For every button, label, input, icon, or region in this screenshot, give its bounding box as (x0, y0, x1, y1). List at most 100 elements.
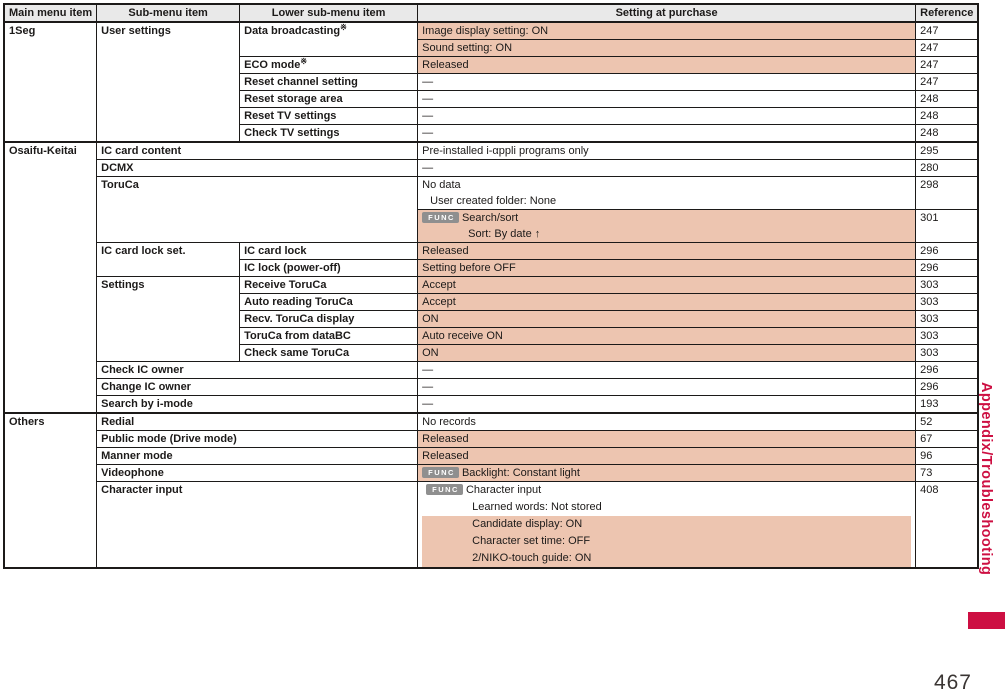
setting-cell: Released (417, 56, 917, 74)
lower-item-recv-toruca-display: Recv. ToruCa display (239, 310, 419, 328)
sub-item-manner-mode: Manner mode (96, 447, 419, 465)
reference-cell: 247 (915, 21, 979, 40)
table-row: ToruCa No data User created folder: None… (4, 176, 979, 243)
page-number: 467 (933, 671, 972, 694)
reference-cell: 303 (915, 310, 979, 328)
table-row: IC lock (power-off) Setting before OFF 2… (4, 259, 979, 277)
setting-cell: — (417, 361, 917, 379)
setting-cell: — (417, 107, 917, 125)
sub-item-user-settings: User settings (96, 21, 241, 143)
sub-item-check-ic-owner: Check IC owner (96, 361, 419, 379)
table-row: Osaifu-Keitai IC card content Pre-instal… (3, 141, 979, 414)
func-key-badge: FUNC (426, 484, 463, 495)
main-item-others: Others (3, 412, 98, 569)
header-lower-sub-menu-item: Lower sub-menu item (239, 3, 419, 23)
setting-cell: — (417, 73, 917, 91)
func-key-badge: FUNC (422, 467, 459, 478)
reference-cell: 296 (915, 378, 979, 396)
sub-item-dcmx: DCMX (96, 159, 419, 177)
reference-cell: 296 (915, 361, 979, 379)
reference-cell: 248 (915, 107, 979, 125)
table-row: ToruCa from dataBC Auto receive ON 303 (4, 327, 979, 345)
table-row: Character input FUNC Character input Lear… (4, 481, 979, 569)
table-header-row: Main menu item Sub-menu item Lower sub-m… (3, 3, 979, 23)
setting-cell: Image display setting: ON (417, 21, 917, 40)
reference-mark: ※ (340, 23, 347, 32)
setting-cell: Released (417, 242, 917, 260)
sub-item-redial: Redial (96, 412, 419, 431)
reference-cell: 296 (915, 259, 979, 277)
setting-cell: Setting before OFF (417, 259, 917, 277)
setting-line: No data (422, 179, 461, 191)
table-row: Videophone FUNC Backlight: Constant light… (4, 464, 979, 482)
sub-item-public-mode: Public mode (Drive mode) (96, 430, 419, 448)
sub-item-ic-card-content: IC card content (96, 141, 419, 160)
reference-cell: 73 (915, 464, 979, 482)
setting-cell: — (417, 124, 917, 143)
setting-cell: — (417, 378, 917, 396)
table-row: Public mode (Drive mode) Released 67 (4, 430, 979, 448)
setting-cell: FUNC Search/sort Sort: By date ↑ (417, 209, 917, 243)
table-row: Settings Receive ToruCa Accept 303 (4, 276, 979, 362)
setting-cell: No records (417, 412, 917, 431)
header-reference: Reference (915, 3, 979, 23)
main-item-osaifu-keitai: Osaifu-Keitai (3, 141, 98, 414)
sub-item-search-by-imode: Search by i-mode (96, 395, 419, 414)
table-row: Auto reading ToruCa Accept 303 (4, 293, 979, 311)
lower-item-ic-lock-power-off: IC lock (power-off) (239, 259, 419, 277)
table-row: Sound setting: ON 247 (4, 39, 979, 57)
setting-cell: Pre-installed i-αppli programs only (417, 141, 917, 160)
lower-item-reset-tv-settings: Reset TV settings (239, 107, 419, 125)
table-row: Change IC owner — 296 (4, 378, 979, 396)
sub-item-settings: Settings (96, 276, 241, 362)
reference-cell: 248 (915, 90, 979, 108)
func-key-badge: FUNC (422, 212, 459, 223)
setting-line: 2/NIKO-touch guide: ON (422, 550, 912, 567)
setting-line: FUNC Search/sort (422, 211, 911, 227)
table-row: DCMX — 280 (4, 159, 979, 177)
reference-cell: 67 (915, 430, 979, 448)
table-row: Recv. ToruCa display ON 303 (4, 310, 979, 328)
table-row: Others Redial No records 52 (3, 412, 979, 569)
setting-cell: Accept (417, 276, 917, 294)
setting-line: Learned words: Not stored (472, 501, 602, 513)
reference-mark: ※ (300, 57, 308, 67)
reference-cell: 408 (915, 481, 979, 569)
lower-item-reset-channel-setting: Reset channel setting (239, 73, 419, 91)
sub-item-character-input: Character input (96, 481, 419, 569)
table-row: Reset TV settings — 248 (4, 107, 979, 125)
reference-cell: 52 (915, 412, 979, 431)
reference-cell: 301 (915, 209, 979, 243)
lower-item-toruca-from-databc: ToruCa from dataBC (239, 327, 419, 345)
reference-cell: 298 (915, 176, 979, 210)
setting-cell: No data User created folder: None (417, 176, 917, 210)
sidebar-section-label: Appendix/Troubleshooting (978, 382, 994, 576)
table-row: Manner mode Released 96 (4, 447, 979, 465)
table-row: Check IC owner — 296 (4, 361, 979, 379)
setting-cell: — (417, 395, 917, 414)
setting-cell: ON (417, 344, 917, 362)
setting-cell: FUNC Backlight: Constant light (417, 464, 917, 482)
reference-cell: 96 (915, 447, 979, 465)
reference-cell: 303 (915, 276, 979, 294)
table-row: FUNC Search/sort Sort: By date ↑ 301 (4, 209, 979, 243)
setting-line: Character set time: OFF (422, 533, 912, 550)
table-row: Check same ToruCa ON 303 (4, 344, 979, 362)
table-row: ECO mode※ Released 247 (4, 56, 979, 74)
header-main-menu-item: Main menu item (3, 3, 98, 23)
setting-line: User created folder: None (430, 195, 557, 207)
reference-cell: 280 (915, 159, 979, 177)
setting-cell: Released (417, 430, 917, 448)
setting-cell: FUNC Character input Learned words: Not s… (417, 481, 917, 569)
setting-cell: Released (417, 447, 917, 465)
lower-item-check-same-toruca: Check same ToruCa (239, 344, 419, 362)
reference-cell: 296 (915, 242, 979, 260)
main-item-1seg: 1Seg (3, 21, 98, 143)
setting-cell: Sound setting: ON (417, 39, 917, 57)
table-row: 1Seg User settings Data broadcasting※ Im… (3, 21, 979, 143)
reference-cell: 303 (915, 293, 979, 311)
reference-cell: 193 (915, 395, 979, 414)
lower-item-check-tv-settings: Check TV settings (239, 124, 419, 143)
reference-cell: 303 (915, 344, 979, 362)
